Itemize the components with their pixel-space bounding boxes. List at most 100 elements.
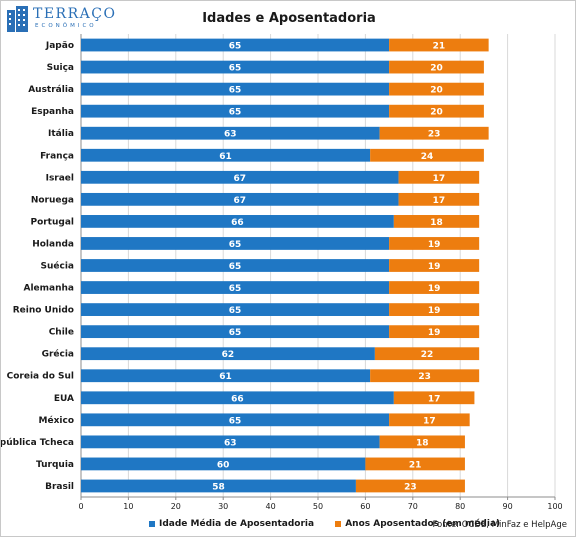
- legend-swatch: [149, 520, 155, 527]
- data-label: 19: [428, 306, 441, 316]
- data-label: 20: [430, 86, 443, 96]
- data-label: 17: [433, 174, 446, 184]
- data-label: 17: [428, 394, 441, 404]
- data-label: 23: [418, 372, 431, 382]
- bar-segment: [389, 82, 484, 96]
- data-label: 65: [229, 42, 242, 52]
- category-label: Japão: [45, 41, 74, 51]
- x-tick-label: 100: [547, 502, 562, 511]
- x-tick-label: 10: [123, 502, 133, 511]
- category-label: Austrália: [28, 85, 74, 95]
- category-label: Suécia: [41, 261, 75, 272]
- chart-title: Idades e Aposentadoria: [202, 11, 376, 26]
- category-label: França: [40, 151, 74, 161]
- data-label: 65: [229, 108, 242, 118]
- bar-segment: [81, 435, 380, 449]
- legend-item-retirement-age: Idade Média de Aposentadoria: [149, 519, 314, 529]
- category-label: Alemanha: [24, 284, 75, 294]
- data-label: 65: [229, 64, 242, 74]
- bar-segment: [81, 82, 390, 96]
- bar-segment: [81, 148, 371, 162]
- bar-segment: [389, 303, 480, 316]
- bar-segment: [81, 259, 390, 272]
- x-tick-label: 20: [171, 502, 181, 511]
- bar-segment: [389, 281, 480, 294]
- data-label: 63: [224, 438, 237, 448]
- data-label: 60: [217, 460, 230, 470]
- data-label: 21: [409, 460, 422, 470]
- data-label: 62: [222, 350, 235, 360]
- data-label: 65: [229, 416, 242, 426]
- data-label: 65: [229, 240, 242, 250]
- bar-segment: [398, 192, 480, 206]
- data-label: 23: [428, 130, 441, 140]
- building-icon: [7, 6, 28, 32]
- logo-subtext: ECONÔMICO: [35, 23, 97, 29]
- data-label: 23: [404, 482, 417, 492]
- bar-segment: [393, 215, 480, 228]
- category-label: Grécia: [42, 349, 74, 360]
- x-tick-label: 30: [218, 502, 228, 511]
- data-label: 66: [231, 218, 244, 228]
- category-label: Holanda: [32, 239, 74, 249]
- bar-segment: [379, 435, 465, 449]
- legend: Idade Média de Aposentadoria Anos Aposen…: [149, 519, 518, 529]
- bar-segment: [81, 170, 399, 184]
- bar-segment: [389, 38, 489, 52]
- data-label: 19: [428, 284, 441, 294]
- bar-segment: [81, 215, 394, 228]
- bar-segment: [81, 237, 390, 250]
- bar-segment: [81, 38, 390, 52]
- bar-segment: [389, 60, 484, 74]
- category-label: Chile: [49, 328, 74, 338]
- bar-segment: [389, 104, 484, 118]
- x-tick-label: 80: [455, 502, 465, 511]
- bar-segment: [81, 413, 390, 427]
- data-label: 20: [430, 108, 443, 118]
- data-label: 65: [229, 306, 242, 316]
- logo-text: TERRAÇO: [33, 6, 117, 22]
- bar-segment: [389, 259, 480, 272]
- bar-segment: [81, 391, 394, 405]
- data-label: 19: [428, 240, 441, 250]
- data-label: 24: [421, 152, 434, 162]
- bar-segment: [81, 192, 399, 206]
- category-label: México: [39, 415, 74, 426]
- bar-segment: [365, 457, 465, 471]
- data-label: 22: [421, 350, 434, 360]
- data-label: 63: [224, 130, 237, 140]
- data-label: 61: [219, 372, 232, 382]
- category-label: Portugal: [30, 217, 74, 227]
- bar-segment: [398, 170, 480, 184]
- legend-swatch: [335, 520, 342, 527]
- category-label: Suiça: [47, 63, 74, 73]
- category-label: Reino Unido: [13, 306, 74, 316]
- bar-segment: [81, 303, 390, 316]
- category-label: Israel: [46, 173, 74, 183]
- bar-segment: [370, 148, 484, 162]
- source-note: Fonte: OCDE, MinFaz e HelpAge: [432, 520, 567, 530]
- bar-segment: [374, 347, 480, 361]
- bar-segment: [389, 413, 470, 427]
- logo: TERRAÇO ECONÔMICO: [5, 4, 115, 36]
- bar-segment: [81, 104, 390, 118]
- data-label: 67: [234, 174, 247, 184]
- category-label: Itália: [48, 129, 74, 139]
- data-label: 65: [229, 86, 242, 96]
- bar-segment: [81, 457, 366, 471]
- data-label: 18: [430, 218, 443, 228]
- data-label: 66: [231, 394, 244, 404]
- bar-segment: [379, 126, 489, 140]
- category-label: EUA: [54, 394, 74, 404]
- category-label: Coreia do Sul: [7, 372, 74, 382]
- bar-segment: [389, 237, 480, 250]
- x-tick-label: 0: [78, 502, 83, 511]
- category-label: República Tcheca: [1, 438, 74, 448]
- data-label: 65: [229, 328, 242, 338]
- x-tick-label: 90: [503, 502, 513, 511]
- bar-segment: [81, 479, 356, 493]
- data-label: 17: [433, 196, 446, 206]
- data-label: 65: [229, 262, 242, 272]
